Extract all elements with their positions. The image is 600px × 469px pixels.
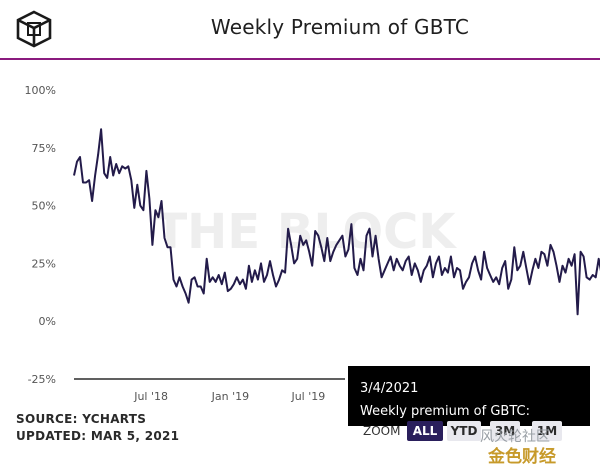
x-tick-label: Jan '19	[211, 390, 249, 403]
page-title: Weekly Premium of GBTC	[210, 15, 470, 39]
y-tick-label: 75%	[32, 142, 56, 155]
y-tick-label: 100%	[25, 84, 56, 97]
updated-label: UPDATED: MAR 5, 2021	[16, 429, 180, 443]
zoom-ytd-button[interactable]: YTD	[447, 421, 481, 441]
x-tick-label: Jul '18	[133, 390, 168, 403]
y-tick-label: 25%	[32, 257, 56, 270]
zoom-all-button[interactable]: ALL	[407, 421, 443, 441]
the-block-logo-icon	[16, 10, 52, 48]
y-tick-label: -25%	[28, 373, 56, 386]
tooltip-date: 3/4/2021	[360, 381, 419, 396]
source-label: SOURCE: YCHARTS	[16, 412, 147, 426]
zoom-1m-button[interactable]: 1M	[532, 421, 562, 441]
chart-watermark: THE BLOCK	[154, 204, 457, 260]
y-tick-label: 50%	[32, 200, 56, 213]
series-line-gbtc-premium	[73, 128, 600, 316]
tooltip-value: Weekly premium of GBTC: -11.59%	[360, 404, 530, 442]
overlay-stamp-community: 风火轮社区	[480, 429, 550, 445]
tooltip: 3/4/2021 Weekly premium of GBTC: -11.59%	[348, 366, 590, 442]
zoom-label: ZOOM	[363, 424, 401, 438]
overlay-stamp-brand: 金色财经	[488, 447, 556, 467]
zoom-3m-button[interactable]: 3M	[490, 421, 520, 441]
header-divider	[0, 58, 600, 60]
x-tick-label: Jul '19	[290, 390, 325, 403]
y-tick-label: 0%	[39, 315, 56, 328]
